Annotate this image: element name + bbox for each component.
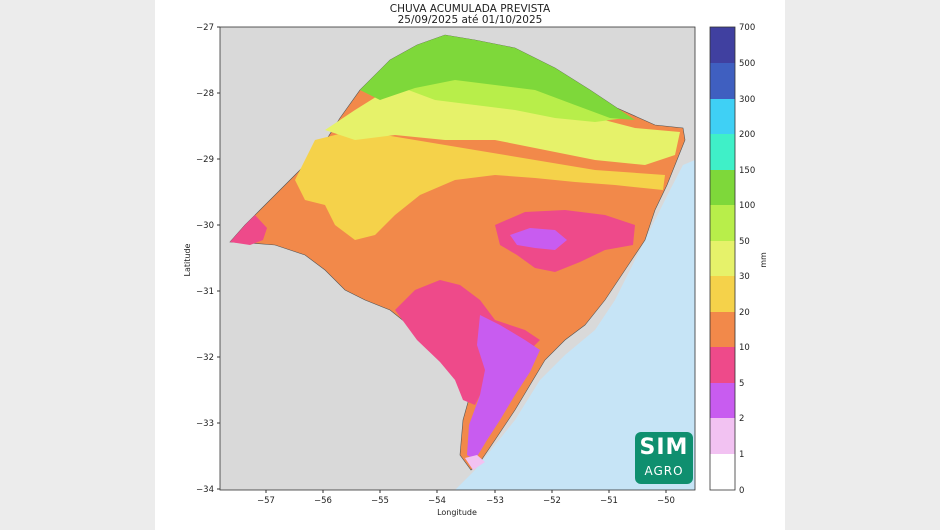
- rain-50-100b: [395, 70, 625, 122]
- colorbar-frame: [709, 26, 736, 491]
- colorbar-tick: 2: [739, 414, 744, 424]
- plot-frame: [219, 26, 696, 491]
- colorbar-tick: 200: [739, 130, 755, 140]
- x-tick-label: −54: [428, 496, 446, 506]
- map-figure: CHUVA ACUMULADA PREVISTA 25/09/2025 até …: [155, 0, 785, 530]
- ocean: [455, 160, 695, 490]
- sim-agro-logo: SIM AGRO: [635, 432, 693, 484]
- colorbar-tick: 100: [739, 201, 755, 211]
- y-tick-label: −28: [196, 89, 214, 99]
- cb-bin-100-150: [710, 170, 735, 205]
- logo-line1: SIM: [639, 435, 689, 460]
- cb-bin-0-1: [710, 454, 735, 490]
- x-tick-label: −51: [600, 496, 618, 506]
- cb-bin-300-500: [710, 63, 735, 99]
- x-tick-label: −56: [314, 496, 332, 506]
- y-tick-label: −29: [196, 155, 214, 165]
- colorbar: 0 1 2 5 10 20 30 50 100 150 200 300 500 …: [709, 23, 768, 496]
- cb-bin-50-100: [710, 205, 735, 241]
- colorbar-tick: 50: [739, 237, 750, 247]
- rain-2-5-central: [510, 228, 567, 250]
- map-title: CHUVA ACUMULADA PREVISTA: [389, 3, 551, 15]
- right-margin: [785, 0, 940, 530]
- cb-bin-10-20: [710, 312, 735, 347]
- x-tick-label: −50: [657, 496, 675, 506]
- rain-100-150: [360, 35, 635, 120]
- rain-1-2: [465, 455, 485, 470]
- colorbar-tick: 150: [739, 166, 755, 176]
- rain-5-10-south: [395, 280, 540, 405]
- colorbar-tick: 300: [739, 95, 755, 105]
- y-tick-label: −27: [196, 23, 214, 33]
- left-margin: [0, 0, 155, 530]
- cb-bin-30-50: [710, 241, 735, 276]
- rain-5-10-west: [230, 215, 267, 245]
- colorbar-tick: 30: [739, 272, 750, 282]
- cb-bin-200-300: [710, 99, 735, 134]
- colorbar-tick: 5: [739, 379, 744, 389]
- cb-bin-5-10: [710, 347, 735, 383]
- rain-30-50: [295, 130, 665, 240]
- cb-bin-1-2: [710, 418, 735, 454]
- colorbar-tick: 0: [739, 486, 744, 496]
- y-ticks: −27 −28 −29 −30 −31 −32 −33 −34: [196, 23, 220, 495]
- x-tick-label: −55: [371, 496, 389, 506]
- x-tick-label: −53: [486, 496, 504, 506]
- cb-bin-500-700: [710, 27, 735, 63]
- colorbar-tick: 500: [739, 59, 755, 69]
- colorbar-tick: 700: [739, 23, 755, 33]
- rain-2-5-south: [467, 315, 540, 460]
- y-tick-label: −34: [196, 485, 214, 495]
- cb-bin-150-200: [710, 134, 735, 170]
- colorbar-unit: mm: [759, 252, 768, 268]
- y-tick-label: −33: [196, 419, 214, 429]
- x-axis-label: Longitude: [437, 508, 477, 517]
- cb-bin-2-5: [710, 383, 735, 418]
- x-ticks: −57 −56 −55 −54 −53 −52 −51 −50: [257, 490, 675, 506]
- colorbar-tick: 1: [739, 450, 744, 460]
- x-tick-label: −57: [257, 496, 275, 506]
- rain-50-100: [325, 72, 680, 165]
- map-svg: −27 −28 −29 −30 −31 −32 −33 −34 −57 −56 …: [183, 23, 768, 517]
- colorbar-tick: 10: [739, 343, 750, 353]
- colorbar-tick: 20: [739, 308, 750, 318]
- y-tick-label: −31: [196, 287, 214, 297]
- cb-bin-20-30: [710, 276, 735, 312]
- logo-line2: AGRO: [644, 464, 684, 478]
- x-tick-label: −52: [543, 496, 561, 506]
- y-axis-label: Latitude: [183, 243, 192, 276]
- map-subtitle: 25/09/2025 até 01/10/2025: [397, 14, 543, 26]
- y-tick-label: −30: [196, 221, 214, 231]
- y-tick-label: −32: [196, 353, 214, 363]
